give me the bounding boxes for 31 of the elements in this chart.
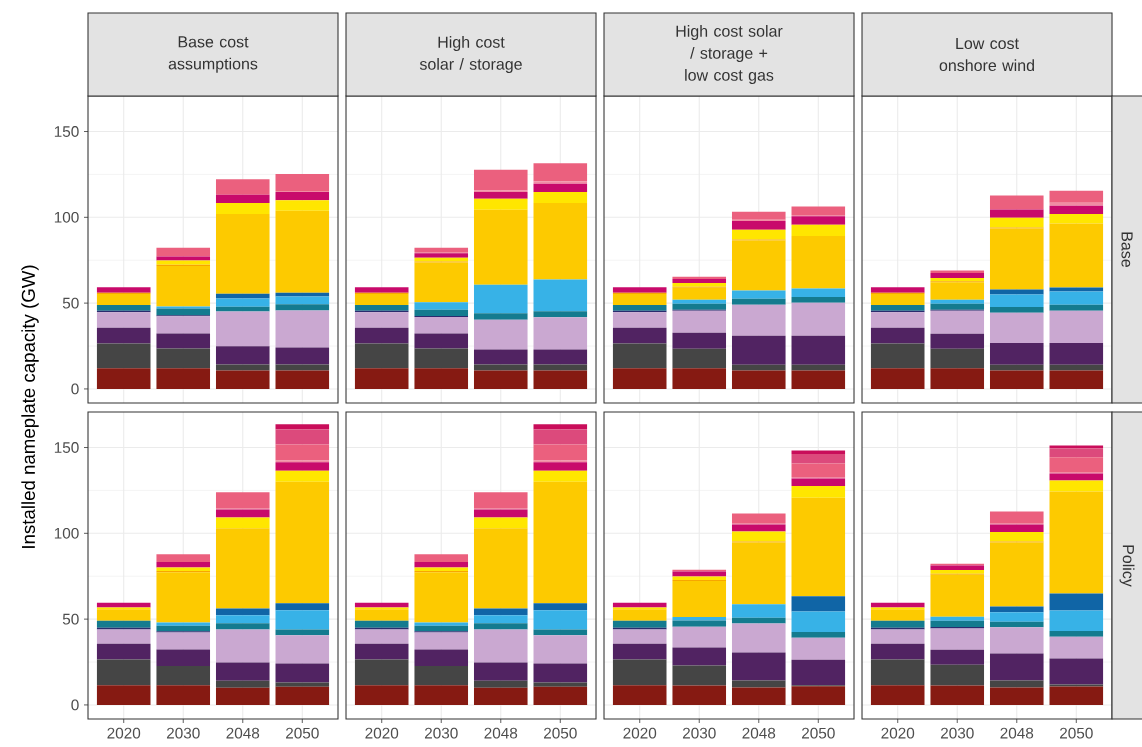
y-tick-label: 0 xyxy=(71,699,79,711)
y-tick-label: 150 xyxy=(54,126,79,137)
x-tick-label: 2050 xyxy=(286,727,319,739)
x-tick-label: 2020 xyxy=(881,727,915,739)
x-tick-label: 2050 xyxy=(802,727,835,739)
y-tick-label: 0 xyxy=(71,383,79,395)
x-tick-label: 2030 xyxy=(424,727,458,739)
x-tick-label: 2050 xyxy=(1060,727,1093,739)
y2-axis-title: Base xyxy=(1121,232,1133,268)
x-tick-label: 2020 xyxy=(107,727,141,739)
x-tick-label: 2020 xyxy=(623,727,657,739)
x-tick-label: 2048 xyxy=(226,727,260,739)
y-axis-title: Installed nameplate capacity (GW) xyxy=(21,265,39,548)
x-tick-label: 2020 xyxy=(365,727,399,739)
chart-title: High cost solar / storage + low cost gas xyxy=(676,25,783,84)
x-tick-label: 2030 xyxy=(166,727,200,739)
y-tick-label: 100 xyxy=(54,211,79,223)
chart-title: Base cost assumptions xyxy=(168,36,258,73)
y-tick-label: 50 xyxy=(62,297,79,309)
chart-title: Low cost onshore wind xyxy=(939,37,1034,72)
x-tick-label: 2030 xyxy=(682,727,716,739)
x-tick-label: 2030 xyxy=(940,727,974,739)
y-tick-label: 150 xyxy=(54,442,79,453)
x-tick-label: 2048 xyxy=(742,727,776,739)
y-tick-label: 100 xyxy=(54,527,79,539)
chart-title: High cost solar / storage xyxy=(419,36,522,73)
x-tick-label: 2050 xyxy=(544,727,577,739)
x-tick-label: 2048 xyxy=(484,727,518,739)
x-tick-label: 2048 xyxy=(1000,727,1034,739)
y-tick-label: 50 xyxy=(62,613,79,625)
y2-axis-title: Policy xyxy=(1119,545,1135,587)
